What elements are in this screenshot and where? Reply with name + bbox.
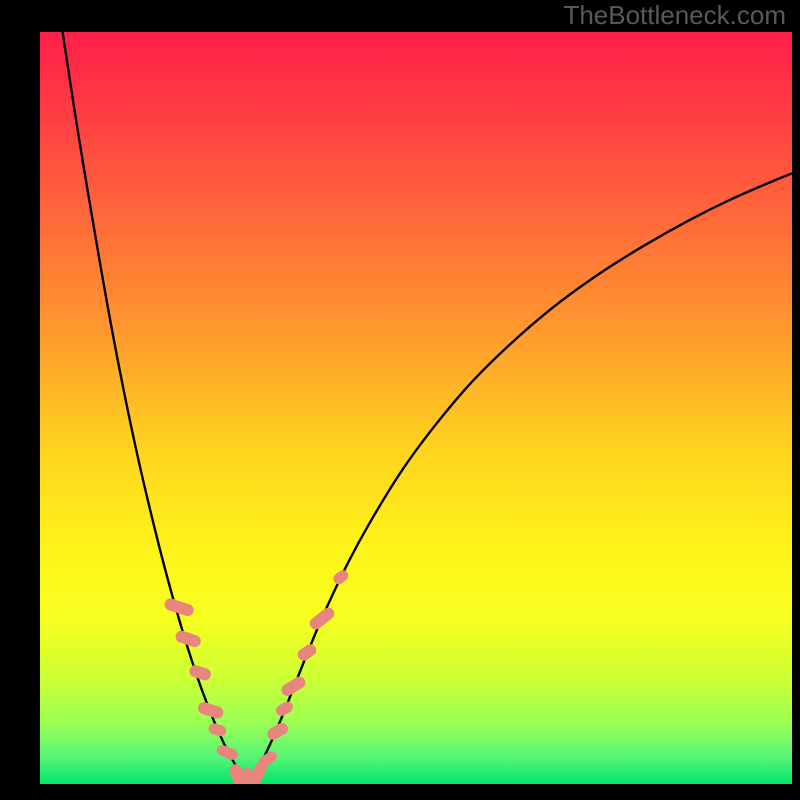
chart-frame: TheBottleneck.com (0, 0, 800, 800)
plot-area (40, 32, 792, 784)
curve-overlay (40, 32, 792, 784)
bottleneck-curve (63, 32, 247, 784)
data-marker (196, 701, 224, 720)
data-marker (279, 674, 307, 698)
data-marker (274, 700, 295, 719)
data-marker (307, 605, 336, 632)
data-marker (215, 743, 240, 761)
data-marker (295, 642, 318, 663)
data-marker (207, 722, 228, 738)
watermark-text: TheBottleneck.com (563, 0, 786, 31)
data-marker (265, 721, 290, 742)
data-marker (163, 597, 195, 618)
bottleneck-curve (247, 173, 792, 784)
data-marker (331, 568, 350, 587)
data-marker (188, 664, 213, 682)
